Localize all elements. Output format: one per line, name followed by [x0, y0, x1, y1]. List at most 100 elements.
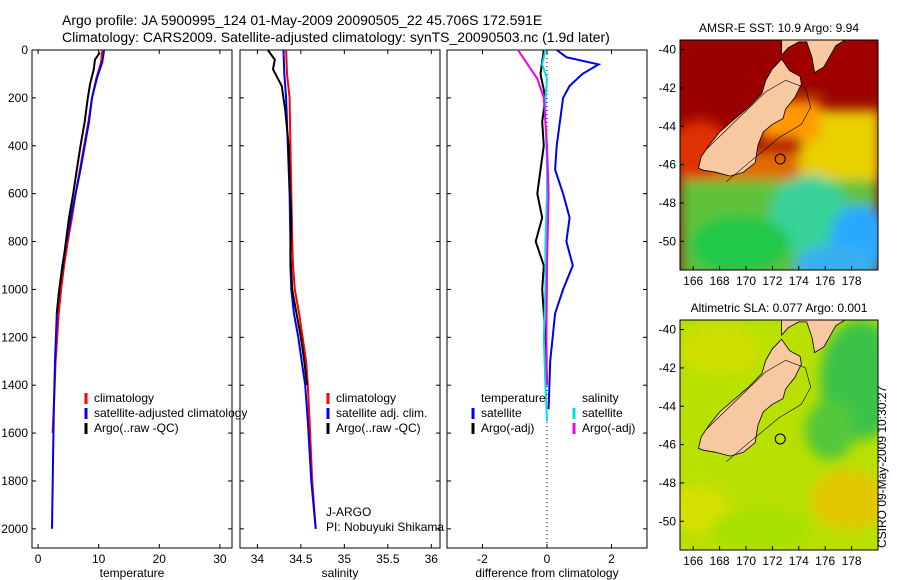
- x-tick-label: 178: [842, 274, 862, 288]
- x-tick-label: 172: [762, 554, 782, 568]
- y-tick-label: 800: [8, 235, 28, 249]
- legend-entry: climatology: [94, 391, 154, 405]
- y-tick-label: 1800: [1, 474, 28, 488]
- series-argo-raw-qc-: [55, 51, 101, 314]
- y-tick-label: -40: [659, 43, 677, 57]
- legend-entry: Argo(..raw -QC): [336, 421, 421, 435]
- y-tick-label: 1600: [1, 426, 28, 440]
- y-tick-label: -40: [659, 323, 677, 337]
- x-tick-label: 35.5: [376, 552, 400, 566]
- y-tick-label: 400: [8, 139, 28, 153]
- annotation-text: J-ARGO: [326, 505, 371, 519]
- y-tick-label: -46: [659, 438, 677, 452]
- side-label-text: CSIRO 09-May-2009 10:30:27: [875, 386, 889, 548]
- land-shape: [698, 40, 878, 183]
- legend-entry: Argo(-adj): [481, 421, 534, 435]
- north-island: [781, 40, 878, 74]
- x-tick-label: 168: [710, 274, 730, 288]
- series-salinity-argo-adj-: [517, 49, 550, 386]
- x-tick-label: 166: [683, 274, 703, 288]
- x-tick-label: 172: [762, 274, 782, 288]
- y-tick-label: -46: [659, 158, 677, 172]
- x-tick-label: 35: [338, 552, 352, 566]
- map-title: Altimetric SLA: 0.077 Argo: 0.001: [691, 301, 868, 315]
- x-tick-label: 174: [789, 554, 809, 568]
- x-tick-label: -2: [477, 552, 488, 566]
- argo-location-marker: [774, 433, 786, 445]
- temperature-profile: 0 10 20 30 temperature 0 200 400 600 800 1000 1200 1…: [1, 43, 247, 580]
- y-tick-label: 1400: [1, 378, 28, 392]
- y-tick-label: 2000: [1, 522, 28, 536]
- title-line-1: Argo profile: JA 5900995_124 01-May-2009…: [62, 12, 543, 28]
- x-tick-label: 168: [710, 554, 730, 568]
- contour-line: [706, 359, 812, 463]
- y-tick-label: -50: [659, 514, 677, 528]
- legend-entry: Argo(..raw -QC): [94, 421, 179, 435]
- x-tick-label: 176: [815, 554, 835, 568]
- legend-entry: satellite: [481, 406, 522, 420]
- land-shape: [698, 320, 878, 463]
- legend-entry: climatology: [336, 391, 396, 405]
- x-tick-label: 30: [213, 552, 227, 566]
- legend-entry: satellite adj. clim.: [336, 406, 427, 420]
- x-tick-label: 174: [789, 274, 809, 288]
- x-axis-label: difference from climatology: [475, 566, 618, 580]
- x-tick-label: 176: [815, 274, 835, 288]
- south-island: [698, 58, 802, 177]
- annotation-text: PI: Nobuyuki Shikama: [326, 520, 444, 534]
- y-tick-label: 200: [8, 91, 28, 105]
- south-island: [698, 338, 802, 457]
- map-frame: [679, 39, 879, 271]
- legend-entry: satellite: [582, 406, 623, 420]
- y-tick-label: -42: [659, 81, 677, 95]
- y-tick-label: -48: [659, 476, 677, 490]
- plot-frame: [239, 49, 441, 549]
- y-tick-label: 600: [8, 187, 28, 201]
- north-island: [781, 320, 878, 354]
- y-tick-label: 1200: [1, 330, 28, 344]
- legend-title-temperature: temperature: [481, 391, 546, 405]
- x-tick-label: 170: [736, 554, 756, 568]
- x-tick-label: 0: [544, 552, 551, 566]
- x-axis-label: salinity: [322, 566, 359, 580]
- sst-map: 166 168 170 172 174 176 178 -40 -42 -44 -46 -48 -50 A…: [659, 21, 879, 288]
- map-title: AMSR-E SST: 10.9 Argo: 9.94: [699, 21, 859, 35]
- legend-entry: satellite-adjusted climatology: [94, 406, 247, 420]
- series-satellite-adjusted-climatology: [51, 49, 106, 529]
- y-tick-label: -42: [659, 361, 677, 375]
- argo-location-marker: [774, 153, 786, 165]
- x-tick-label: 166: [683, 554, 703, 568]
- series-argo-raw-qc-: [266, 49, 308, 386]
- series-satellite-adj-clim-: [282, 49, 317, 529]
- x-tick-label: 10: [92, 552, 106, 566]
- y-tick-label: -44: [659, 119, 677, 133]
- x-tick-label: 20: [153, 552, 167, 566]
- legend-title-salinity: salinity: [582, 391, 619, 405]
- title-line-2: Climatology: CARS2009. Satellite-adjuste…: [62, 29, 610, 45]
- x-tick-label: 0: [35, 552, 42, 566]
- series-climatology: [51, 49, 104, 434]
- x-tick-label: 34: [251, 552, 265, 566]
- x-tick-label: 2: [608, 552, 615, 566]
- plot-frame: [31, 49, 233, 549]
- y-tick-label: 1000: [1, 282, 28, 296]
- x-tick-label: 34.5: [289, 552, 313, 566]
- x-tick-label: 170: [736, 274, 756, 288]
- y-tick-label: 0: [21, 43, 28, 57]
- side-label: CSIRO 09-May-2009 10:30:27: [872, 358, 892, 558]
- x-tick-label: 36: [425, 552, 439, 566]
- y-tick-label: -44: [659, 399, 677, 413]
- x-axis-label: temperature: [100, 566, 165, 580]
- sla-map: 166 168 170 172 174 176 178 -40 -42 -44 -46 -48 -50 A…: [659, 301, 879, 568]
- map-frame: [679, 319, 879, 551]
- contour-line: [706, 79, 812, 183]
- salinity-profile: 34 34.5 35 35.5 36 salinity climatologysatelli…: [239, 49, 444, 580]
- y-tick-label: -48: [659, 196, 677, 210]
- y-tick-label: -50: [659, 234, 677, 248]
- legend-entry: Argo(-adj): [582, 421, 635, 435]
- series-climatology: [285, 49, 317, 529]
- series-temperature-satellite: [547, 49, 602, 410]
- x-tick-label: 178: [842, 554, 862, 568]
